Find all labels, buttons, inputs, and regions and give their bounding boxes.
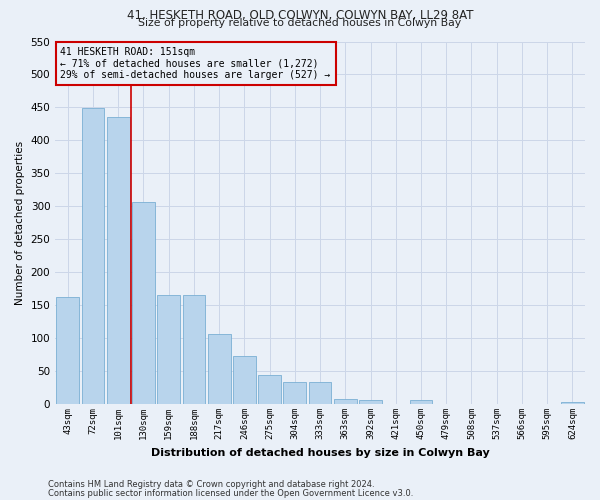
Bar bbox=[283, 382, 306, 404]
Bar bbox=[410, 400, 433, 404]
Bar bbox=[359, 400, 382, 404]
Bar bbox=[132, 202, 155, 404]
Bar bbox=[56, 296, 79, 404]
Bar bbox=[182, 296, 205, 404]
Text: Contains public sector information licensed under the Open Government Licence v3: Contains public sector information licen… bbox=[48, 489, 413, 498]
Bar bbox=[309, 382, 331, 404]
Text: Contains HM Land Registry data © Crown copyright and database right 2024.: Contains HM Land Registry data © Crown c… bbox=[48, 480, 374, 489]
Bar bbox=[208, 334, 230, 404]
Bar bbox=[561, 402, 584, 404]
Text: Size of property relative to detached houses in Colwyn Bay: Size of property relative to detached ho… bbox=[139, 18, 461, 28]
Bar bbox=[82, 108, 104, 404]
Bar bbox=[258, 375, 281, 404]
Bar bbox=[157, 296, 180, 404]
X-axis label: Distribution of detached houses by size in Colwyn Bay: Distribution of detached houses by size … bbox=[151, 448, 490, 458]
Bar bbox=[334, 399, 356, 404]
Text: 41 HESKETH ROAD: 151sqm
← 71% of detached houses are smaller (1,272)
29% of semi: 41 HESKETH ROAD: 151sqm ← 71% of detache… bbox=[61, 47, 331, 80]
Text: 41, HESKETH ROAD, OLD COLWYN, COLWYN BAY, LL29 8AT: 41, HESKETH ROAD, OLD COLWYN, COLWYN BAY… bbox=[127, 9, 473, 22]
Bar bbox=[233, 356, 256, 404]
Y-axis label: Number of detached properties: Number of detached properties bbox=[15, 141, 25, 305]
Bar bbox=[107, 118, 130, 404]
